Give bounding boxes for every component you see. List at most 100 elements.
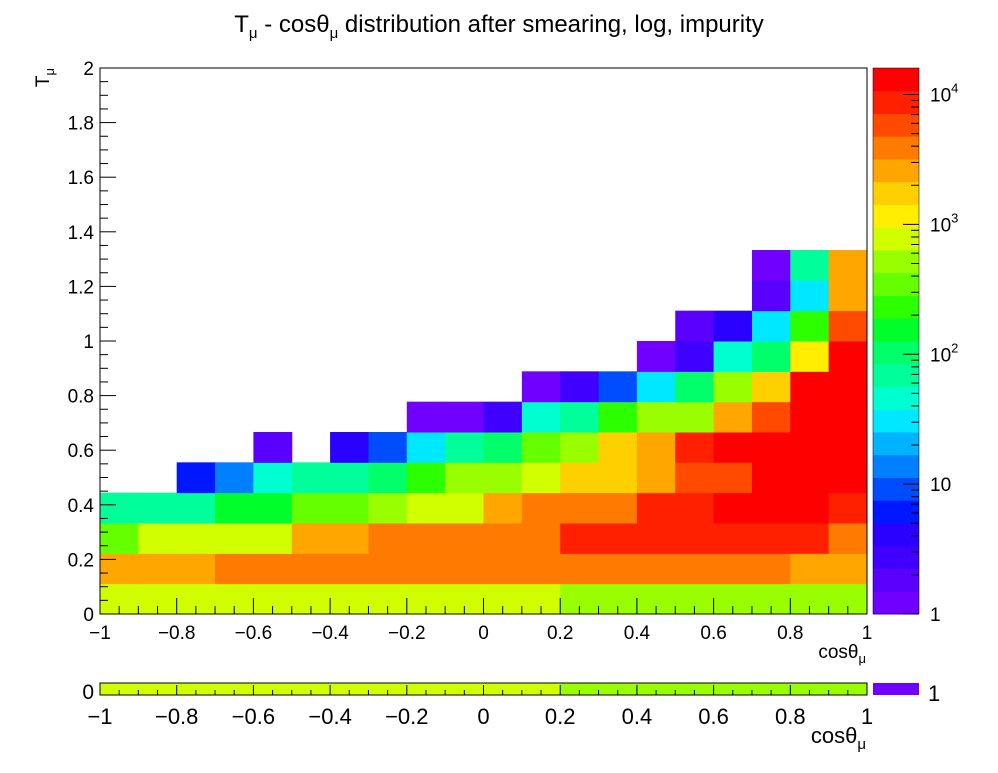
strip-x-axis-label: cosθμ <box>811 723 866 753</box>
x-tick-label: 1 <box>862 623 873 644</box>
heatmap-cell <box>636 432 676 463</box>
main-heatmap-cells <box>100 250 868 615</box>
heatmap-cell <box>406 401 446 433</box>
heatmap-cell <box>790 371 830 403</box>
x-tick-label: −0.8 <box>158 623 196 644</box>
strip-x-tick-label: −1 <box>87 704 112 729</box>
heatmap-cell <box>521 523 561 554</box>
y-tick-label: 1.4 <box>68 223 95 244</box>
heatmap-cell <box>560 462 600 494</box>
strip-cell <box>790 683 830 695</box>
strip-cell <box>330 683 369 695</box>
main-x-axis: −1 −0.8 −0.6 −0.4 −0.2 0 0.2 0.4 0.6 0.8 1 <box>89 598 872 644</box>
palette-swatch <box>873 477 919 501</box>
palette-swatch <box>873 181 919 205</box>
x-tick-label: −0.2 <box>388 623 426 644</box>
x-tick-label: 0.6 <box>700 623 726 644</box>
palette-swatch <box>873 454 919 478</box>
palette-swatch <box>873 136 919 160</box>
heatmap-cell <box>176 553 216 585</box>
heatmap-cell <box>675 553 715 585</box>
heatmap-cell <box>828 401 868 433</box>
heatmap-cell <box>291 553 331 585</box>
heatmap-cell <box>598 553 638 585</box>
strip-x-tick-label: 0.8 <box>775 704 806 729</box>
z-tick-label: 10 <box>930 475 951 496</box>
heatmap-cell <box>521 553 561 585</box>
strip-cell <box>598 683 638 695</box>
heatmap-cell <box>445 553 484 585</box>
heatmap-cell <box>406 432 446 463</box>
heatmap-cell <box>751 462 791 494</box>
strip-cell <box>100 683 139 695</box>
heatmap-cell <box>713 492 753 524</box>
heatmap-cell <box>483 523 523 554</box>
heatmap-cell <box>790 310 830 342</box>
heatmap-cell <box>751 341 791 372</box>
color-palette-axis: 1 10 102 103 104 <box>903 81 958 626</box>
strip-x-tick-label: −0.8 <box>155 704 198 729</box>
heatmap-cell <box>790 280 830 312</box>
y-tick-label: 0 <box>83 605 94 626</box>
z-tick-label: 104 <box>930 81 958 107</box>
heatmap-cell <box>636 371 676 403</box>
heatmap-cell <box>790 523 830 554</box>
heatmap-cell <box>253 523 293 554</box>
z-tick-label: 1 <box>930 605 941 626</box>
heatmap-cell <box>598 432 638 463</box>
heatmap-cell <box>828 250 868 281</box>
heatmap-cell <box>560 432 600 463</box>
strip-cell <box>253 683 293 695</box>
heatmap-cell <box>636 553 676 585</box>
heatmap-cell <box>751 280 791 312</box>
palette-swatch <box>873 432 919 456</box>
heatmap-cell <box>253 432 293 463</box>
heatmap-cell <box>291 523 331 554</box>
heatmap-cell <box>598 523 638 554</box>
heatmap-cell <box>445 432 484 463</box>
heatmap-cell <box>828 523 868 554</box>
heatmap-cell <box>790 462 830 494</box>
heatmap-cell <box>713 401 753 433</box>
heatmap-cell <box>636 492 676 524</box>
heatmap-cell <box>751 250 791 281</box>
strip-cell <box>291 683 331 695</box>
strip-heatmap-cells <box>100 683 868 695</box>
heatmap-cell <box>751 371 791 403</box>
strip-y-tick-0: 0 <box>82 681 94 704</box>
heatmap-cell <box>521 401 561 433</box>
strip-cell <box>483 683 523 695</box>
x-tick-label: −1 <box>89 623 111 644</box>
chart-title: Tμ - cosθμ distribution after smearing, … <box>234 11 764 42</box>
heatmap-cell <box>636 523 676 554</box>
heatmap-cell <box>790 432 830 463</box>
heatmap-cell <box>828 553 868 585</box>
heatmap-cell <box>138 553 178 585</box>
heatmap-cell <box>253 492 293 524</box>
heatmap-cell <box>598 401 638 433</box>
y-tick-label: 0.6 <box>68 441 94 462</box>
heatmap-cell <box>176 523 216 554</box>
x-tick-label: 0.2 <box>547 623 573 644</box>
strip-x-tick-label: 0.2 <box>545 704 576 729</box>
strip-x-tick-label: −0.2 <box>385 704 428 729</box>
heatmap-cell <box>675 371 715 403</box>
heatmap-cell <box>406 553 446 585</box>
strip-cell <box>176 683 216 695</box>
heatmap-cell <box>176 492 216 524</box>
heatmap-cell <box>483 401 523 433</box>
heatmap-cell <box>138 523 178 554</box>
heatmap-cell <box>368 462 408 494</box>
palette-swatch <box>873 568 919 592</box>
strip-x-tick-label: −0.6 <box>232 704 275 729</box>
palette-swatch <box>873 363 919 387</box>
palette-swatch <box>873 386 919 410</box>
heatmap-cell <box>253 462 293 494</box>
heatmap-cell <box>790 341 830 372</box>
strip-cell <box>675 683 715 695</box>
heatmap-cell <box>368 523 408 554</box>
strip-x-tick-label: 0.4 <box>622 704 653 729</box>
palette-swatch <box>873 204 919 228</box>
strip-x-tick-label: 0.6 <box>698 704 729 729</box>
